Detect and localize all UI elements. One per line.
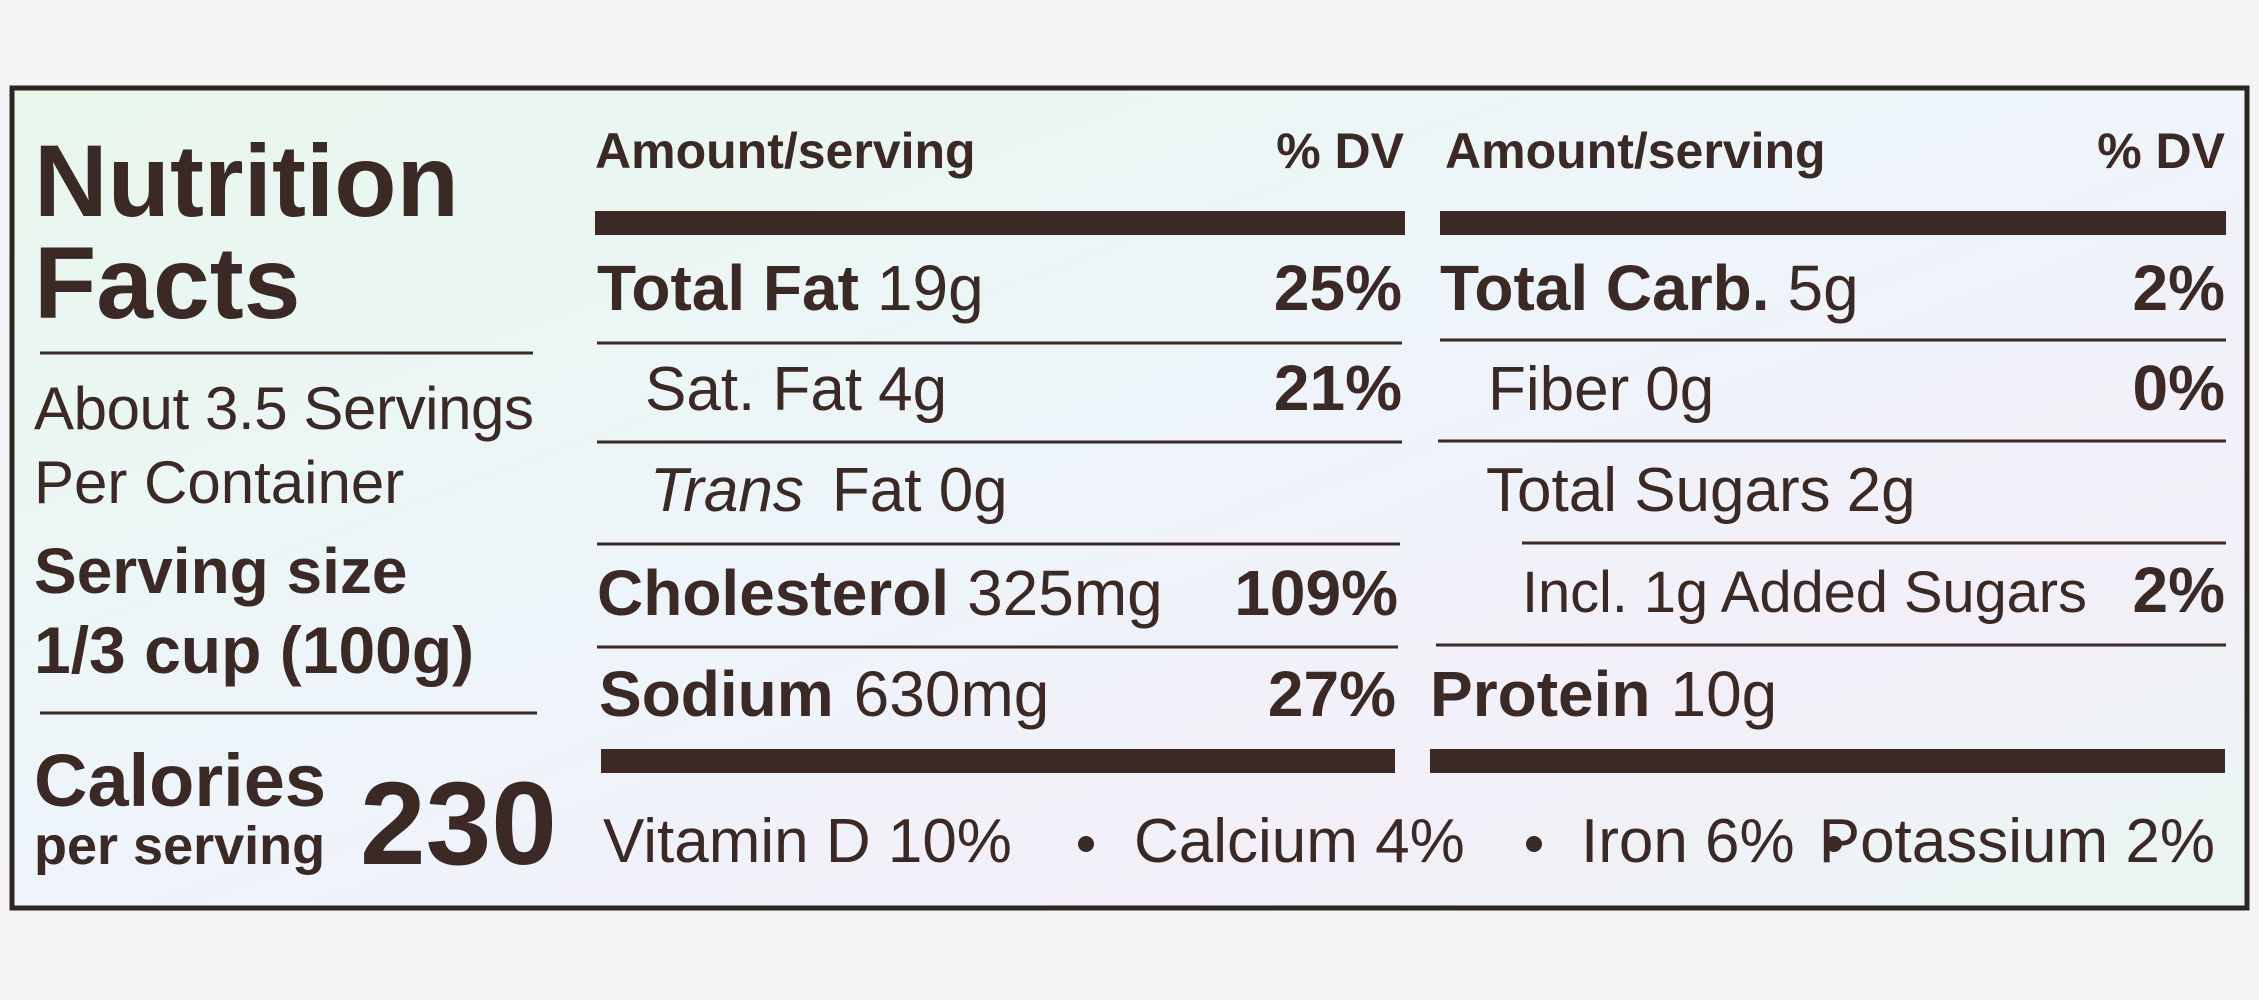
nutrient-dv: 21% <box>1274 352 1402 424</box>
calories-value: 230 <box>360 758 557 890</box>
nutrient-name: Cholesterol <box>597 557 949 629</box>
nutrient-row: Sat. Fat 4g <box>645 355 947 424</box>
servings: Per Container <box>34 449 404 516</box>
calories-label: Calories <box>34 739 326 822</box>
nutrient-row: Protein 10g <box>1430 658 1777 730</box>
nutrient-row: Trans Fat 0g <box>650 456 1008 525</box>
nutrient-name: Fiber <box>1488 355 1629 424</box>
column-header: % DV <box>1276 123 1404 179</box>
nutrient-amount: 5g <box>1788 252 1859 324</box>
nutrient-amount: 630mg <box>854 658 1050 730</box>
thick-rule <box>601 749 1395 773</box>
nutrient-amount: 19g <box>877 252 984 324</box>
nutrient-row: Total Carb. 5g <box>1440 252 1859 324</box>
nutrient-amount: 0g <box>1645 355 1714 424</box>
nutrient-row: Total Sugars 2g <box>1486 456 1916 525</box>
title: Facts <box>34 226 300 340</box>
nutrient-row: Fiber 0g <box>1488 355 1714 424</box>
column-header: Amount/serving <box>1445 123 1826 179</box>
nutrient-dv: 27% <box>1268 658 1396 730</box>
vitamin: Vitamin D 10% <box>603 807 1012 876</box>
nutrient-name: Trans <box>650 456 804 525</box>
serving-size-value: 1/3 cup (100g) <box>34 613 474 687</box>
thick-rule <box>595 211 1405 235</box>
nutrient-row: Cholesterol 325mg <box>597 557 1163 629</box>
nutrient-amount: 4g <box>878 355 947 424</box>
column-header: Amount/serving <box>595 123 976 179</box>
nutrient-name: Total Carb. <box>1440 252 1770 324</box>
nutrient-dv: 0% <box>2133 352 2226 424</box>
thick-rule <box>1440 211 2226 235</box>
nutrient-dv: 25% <box>1274 252 1402 324</box>
nutrient-amount: 2g <box>1847 456 1916 525</box>
vitamin: Calcium 4% <box>1134 807 1465 876</box>
nutrient-amount: 325mg <box>967 557 1163 629</box>
calories-sublabel: per serving <box>34 816 325 876</box>
thick-rule <box>1430 749 2225 773</box>
bullet <box>1078 836 1094 852</box>
nutrient-dv: 2% <box>2133 252 2226 324</box>
nutrient-amount: 10g <box>1670 658 1777 730</box>
bullet <box>1826 836 1842 852</box>
vitamin: Potassium 2% <box>1819 807 2215 876</box>
nutrient-dv: 2% <box>2133 554 2226 626</box>
nutrient-dv: 109% <box>1234 557 1398 629</box>
nutrient-name: Protein <box>1430 658 1650 730</box>
nutrient-name: Sat. Fat <box>645 355 862 424</box>
nutrient-row: Total Fat 19g <box>597 252 984 324</box>
nutrient-name: Total Sugars <box>1486 456 1831 525</box>
column-header: % DV <box>2097 123 2225 179</box>
nutrient-row: Sodium 630mg <box>599 658 1049 730</box>
nutrient-name: Incl. 1g Added Sugars <box>1522 560 2087 625</box>
serving-size-label: Serving size <box>34 535 408 607</box>
title: Nutrition <box>34 124 459 238</box>
nutrient-name: Total Fat <box>597 252 859 324</box>
vitamin: Iron 6% <box>1581 807 1795 876</box>
bullet <box>1526 836 1542 852</box>
servings: About 3.5 Servings <box>34 375 534 442</box>
nutrient-name: Sodium <box>599 658 834 730</box>
nutrient-amount: Fat 0g <box>832 456 1008 525</box>
